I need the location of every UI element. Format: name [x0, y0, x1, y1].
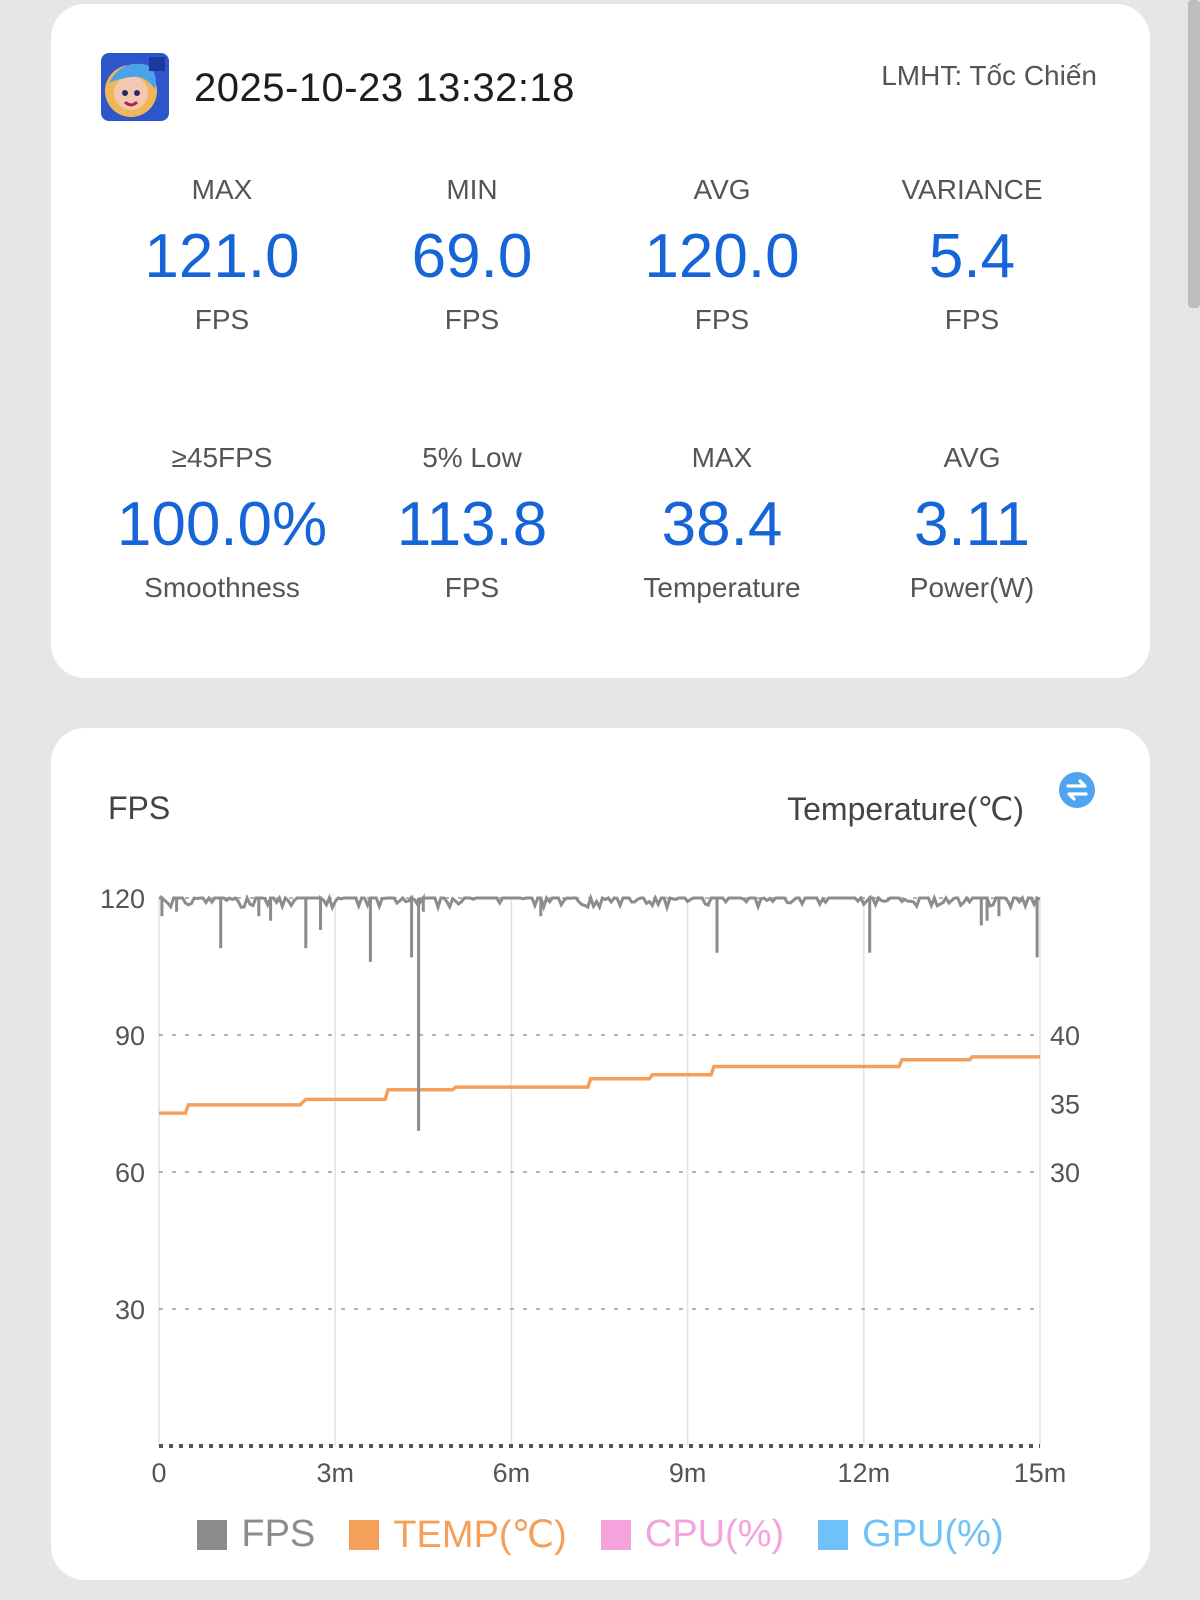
- stat-label: ≥45FPS: [171, 442, 273, 473]
- stat-unit: FPS: [694, 304, 750, 335]
- left-axis-title: FPS: [108, 790, 171, 826]
- stat-unit: Smoothness: [144, 572, 300, 603]
- stat-max-temperature: MAX 38.4 Temperature: [597, 442, 847, 604]
- legend-item-gpu[interactable]: GPU(%): [818, 1512, 1004, 1557]
- legend-swatch: [197, 1519, 228, 1550]
- y-left-tick-label: 90: [115, 1021, 145, 1051]
- y-right-tick-label: 40: [1050, 1021, 1080, 1051]
- stat-label: 5% Low: [422, 442, 522, 473]
- stat-smoothness: ≥45FPS 100.0% Smoothness: [97, 442, 347, 604]
- stat-variance: VARIANCE 5.4 FPS: [847, 174, 1097, 336]
- stat-value: 113.8: [396, 490, 548, 559]
- stat-unit: FPS: [944, 304, 1000, 335]
- x-tick-label: 12m: [838, 1458, 891, 1488]
- legend-label: CPU(%): [644, 1513, 785, 1555]
- y-right-tick-label: 30: [1050, 1158, 1080, 1188]
- stat-min-fps: MIN 69.0 FPS: [347, 174, 597, 336]
- stat-avg-power: AVG 3.11 Power(W): [847, 442, 1097, 604]
- stat-value: 5.4: [928, 222, 1016, 291]
- stat-unit: Power(W): [909, 572, 1035, 603]
- stat-label: MAX: [191, 174, 253, 205]
- stat-label: VARIANCE: [901, 174, 1043, 205]
- x-tick-label: 3m: [316, 1458, 354, 1488]
- legend-label: FPS: [241, 1513, 316, 1555]
- game-name: LMHT: Tốc Chiến: [881, 60, 1097, 91]
- stat-unit: Temperature: [643, 572, 801, 603]
- stat-value: 69.0: [411, 222, 533, 291]
- stat-unit: FPS: [444, 304, 500, 335]
- y-right-tick-label: 35: [1050, 1090, 1080, 1120]
- fps-series-line: [159, 893, 1041, 1131]
- session-timestamp: 2025-10-23 13:32:18: [194, 66, 575, 110]
- stat-5pct-low: 5% Low 113.8 FPS: [347, 442, 597, 604]
- stat-max-fps: MAX 121.0 FPS: [97, 174, 347, 336]
- stat-value: 121.0: [144, 222, 300, 291]
- game-avatar-icon: [101, 53, 169, 121]
- x-tick-label: 9m: [669, 1458, 707, 1488]
- stat-unit: FPS: [194, 304, 250, 335]
- performance-chart-card: FPS Temperature(℃) 30 60 90 120 30 35 40 0 3m 6m 9…: [51, 728, 1150, 1580]
- stat-label: MAX: [691, 442, 753, 473]
- stat-unit: FPS: [444, 572, 500, 603]
- performance-chart: 30 60 90 120 30 35 40 0 3m 6m 9m 12m 15m: [100, 884, 1080, 1488]
- stat-value: 38.4: [661, 490, 783, 559]
- stat-value: 120.0: [644, 222, 800, 291]
- legend-swatch: [600, 1519, 631, 1550]
- legend-item-cpu[interactable]: CPU(%): [600, 1512, 785, 1557]
- legend-label: GPU(%): [862, 1513, 1004, 1555]
- stat-label: MIN: [446, 174, 498, 205]
- right-axis-title: Temperature(℃): [787, 791, 1024, 827]
- y-left-tick-label: 120: [100, 884, 145, 914]
- chart-legend: FPS TEMP(℃) CPU(%) GPU(%): [51, 1512, 1150, 1557]
- y-left-tick-label: 30: [115, 1295, 145, 1325]
- stat-label: AVG: [693, 174, 751, 205]
- y-left-tick-label: 60: [115, 1158, 145, 1188]
- temp-series-line: [159, 1055, 1040, 1115]
- stat-value: 100.0%: [116, 490, 328, 559]
- scrollbar-thumb[interactable]: [1188, 0, 1200, 308]
- stat-avg-fps: AVG 120.0 FPS: [597, 174, 847, 336]
- swap-axis-icon[interactable]: [1059, 772, 1095, 808]
- legend-swatch: [818, 1519, 849, 1550]
- x-tick-label: 6m: [493, 1458, 531, 1488]
- session-summary-card: 2025-10-23 13:32:18 LMHT: Tốc Chiến MAX …: [51, 4, 1150, 678]
- x-tick-label: 15m: [1014, 1458, 1067, 1488]
- legend-item-fps[interactable]: FPS: [197, 1512, 315, 1557]
- legend-swatch: [349, 1519, 380, 1550]
- stat-label: AVG: [943, 442, 1001, 473]
- legend-label: TEMP(℃): [393, 1514, 567, 1556]
- x-tick-label: 0: [151, 1458, 166, 1488]
- stat-value: 3.11: [913, 490, 1031, 559]
- legend-item-temp[interactable]: TEMP(℃): [349, 1512, 567, 1557]
